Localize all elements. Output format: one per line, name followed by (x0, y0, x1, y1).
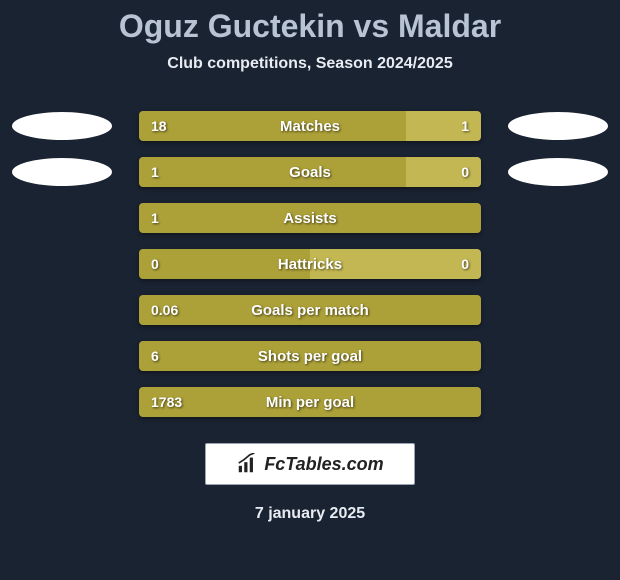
stat-row: Goals per match0.06 (0, 287, 620, 333)
date-label: 7 january 2025 (0, 505, 620, 523)
bar-segment-left (139, 111, 406, 141)
footer-logo[interactable]: FcTables.com (205, 443, 415, 485)
bar-segment-left (139, 203, 481, 233)
stat-bar: Matches181 (139, 111, 481, 141)
team-badge-left (12, 112, 112, 140)
team-badge-left (12, 158, 112, 186)
stat-bar: Assists1 (139, 203, 481, 233)
bar-segment-left (139, 249, 310, 279)
stat-bar: Shots per goal6 (139, 341, 481, 371)
stat-row: Hattricks00 (0, 241, 620, 287)
stats-card: Oguz Guctekin vs Maldar Club competition… (0, 0, 620, 580)
stat-bar: Min per goal1783 (139, 387, 481, 417)
team-badge-right (508, 158, 608, 186)
bar-segment-right (406, 111, 481, 141)
stat-bar: Hattricks00 (139, 249, 481, 279)
stat-row: Goals10 (0, 149, 620, 195)
bar-segment-left (139, 341, 481, 371)
stat-row: Matches181 (0, 103, 620, 149)
bars-container: Matches181 Goals10 Assists1 Hattricks00 Goal… (0, 103, 620, 425)
stat-bar: Goals10 (139, 157, 481, 187)
stat-row: Shots per goal6 (0, 333, 620, 379)
footer-label: FcTables.com (264, 454, 383, 475)
bar-segment-left (139, 295, 481, 325)
stat-bar: Goals per match0.06 (139, 295, 481, 325)
chart-icon (236, 453, 258, 475)
bar-segment-left (139, 387, 481, 417)
bar-segment-right (406, 157, 481, 187)
bar-segment-left (139, 157, 406, 187)
team-badge-right (508, 112, 608, 140)
bar-segment-right (310, 249, 481, 279)
page-title: Oguz Guctekin vs Maldar (0, 8, 620, 45)
stat-row: Assists1 (0, 195, 620, 241)
stat-row: Min per goal1783 (0, 379, 620, 425)
subtitle: Club competitions, Season 2024/2025 (0, 55, 620, 73)
